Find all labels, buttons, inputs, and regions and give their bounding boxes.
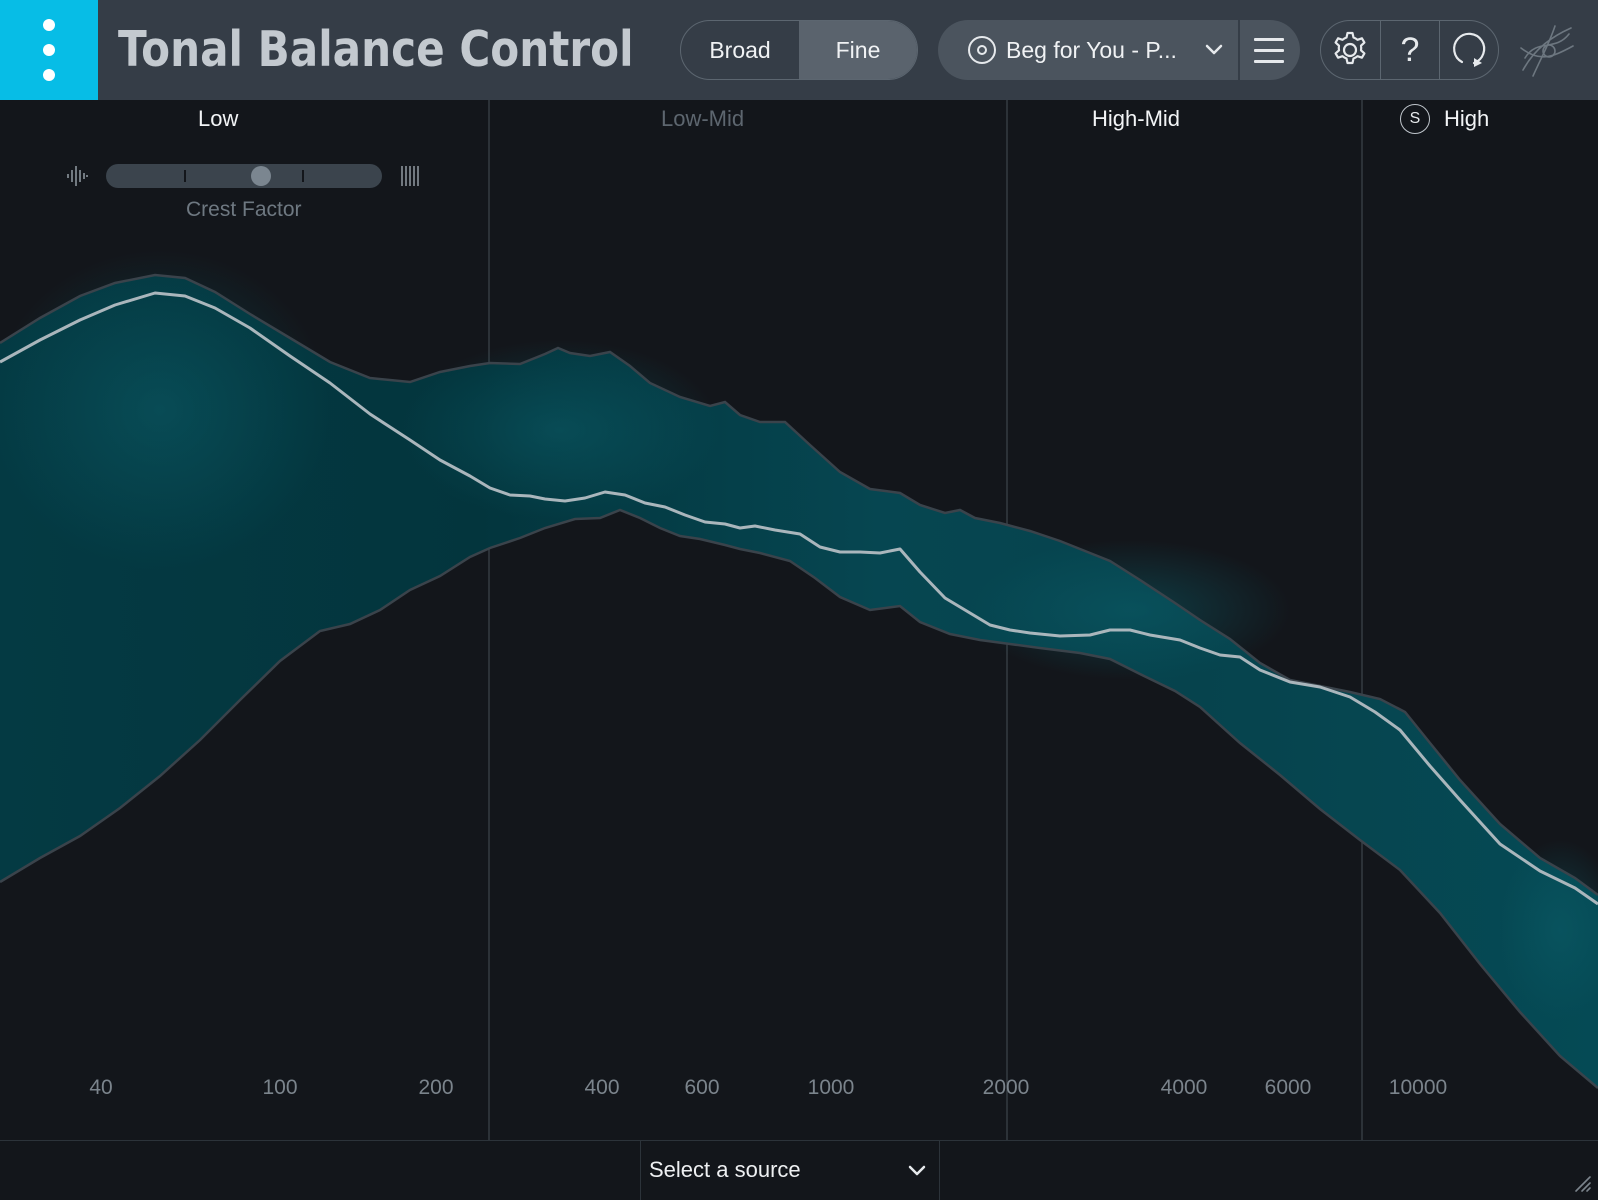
target-curve-control: Beg for You - P... (938, 20, 1300, 80)
kebab-menu-icon-dot (43, 69, 55, 81)
band-high-label[interactable]: High (1444, 106, 1490, 131)
mix-spectrum-curve (0, 291, 1598, 906)
freq-tick-label: 400 (584, 1076, 620, 1099)
spectrum-plot (0, 100, 1598, 1140)
crest-factor-thumb[interactable] (250, 166, 271, 186)
freq-tick-label: 40 (89, 1076, 113, 1099)
broad-view-button[interactable]: Broad (709, 36, 771, 63)
hamburger-menu-icon-line (1254, 49, 1284, 52)
target-icon (968, 36, 996, 64)
target-range-band (0, 275, 1598, 1088)
hamburger-menu-icon (1254, 38, 1284, 41)
view-mode-toggle: Broad Fine (680, 20, 918, 80)
band-glow (1500, 840, 1598, 1020)
loop-icon (1453, 32, 1486, 67)
freq-tick-label: 2000 (982, 1076, 1030, 1099)
crest-factor-label: Crest Factor (186, 198, 302, 221)
source-dropdown[interactable]: Select a source (640, 1141, 940, 1200)
chevron-down-icon (1205, 44, 1223, 55)
solo-button[interactable]: S (1400, 104, 1430, 134)
slider-tick (184, 170, 186, 182)
freq-tick-label: 600 (684, 1076, 720, 1099)
footer-bar: Select a source (0, 1140, 1598, 1200)
freq-tick-label: 200 (418, 1076, 454, 1099)
gear-icon (1334, 31, 1366, 65)
header-bar: Tonal Balance Control Broad Fine Beg for… (0, 0, 1598, 100)
target-menu-button[interactable] (1240, 20, 1300, 80)
band-glow (970, 540, 1290, 680)
target-curve-dropdown[interactable]: Beg for You - P... (938, 20, 1238, 80)
freq-tick-label: 6000 (1264, 1076, 1312, 1099)
fine-view-button[interactable]: Fine (799, 21, 917, 79)
crest-factor-slider[interactable] (106, 164, 382, 188)
hamburger-menu-icon-line (1254, 60, 1284, 63)
kebab-menu-icon (43, 19, 55, 31)
spectrum-graph: Low Low-Mid High-Mid S High Crest Factor… (0, 100, 1598, 1140)
settings-button[interactable] (1321, 21, 1380, 79)
kebab-menu-icon-dot (43, 44, 55, 56)
target-divider (1238, 20, 1240, 80)
target-range-lower (0, 508, 1598, 1089)
band-low-label[interactable]: Low (198, 106, 239, 131)
app-title: Tonal Balance Control (118, 21, 634, 78)
resize-grip-icon[interactable] (1574, 1175, 1592, 1193)
freq-tick-label: 4000 (1160, 1076, 1208, 1099)
main-menu-button[interactable] (0, 0, 98, 100)
freq-tick-label: 1000 (807, 1076, 855, 1099)
crest-factor-control: Crest Factor (66, 160, 426, 230)
source-label: Select a source (649, 1157, 801, 1182)
chevron-down-icon (908, 1165, 926, 1176)
izotope-logo (1520, 25, 1574, 77)
band-glow (0, 250, 330, 570)
loop-button[interactable] (1438, 21, 1498, 79)
tool-buttons: ? (1320, 20, 1499, 80)
help-button[interactable]: ? (1379, 21, 1439, 79)
slider-tick (302, 170, 304, 182)
freq-tick-label: 100 (262, 1076, 298, 1099)
band-high-mid-label[interactable]: High-Mid (1092, 106, 1181, 131)
waveform-dense-icon[interactable] (400, 164, 422, 188)
band-glow (400, 340, 720, 520)
help-icon: ? (1400, 30, 1420, 69)
freq-tick-label: 10000 (1388, 1076, 1448, 1099)
band-low-mid-label[interactable]: Low-Mid (661, 106, 745, 131)
target-curve-label: Beg for You - P... (1006, 37, 1177, 63)
waveform-sparse-icon[interactable] (66, 164, 88, 188)
